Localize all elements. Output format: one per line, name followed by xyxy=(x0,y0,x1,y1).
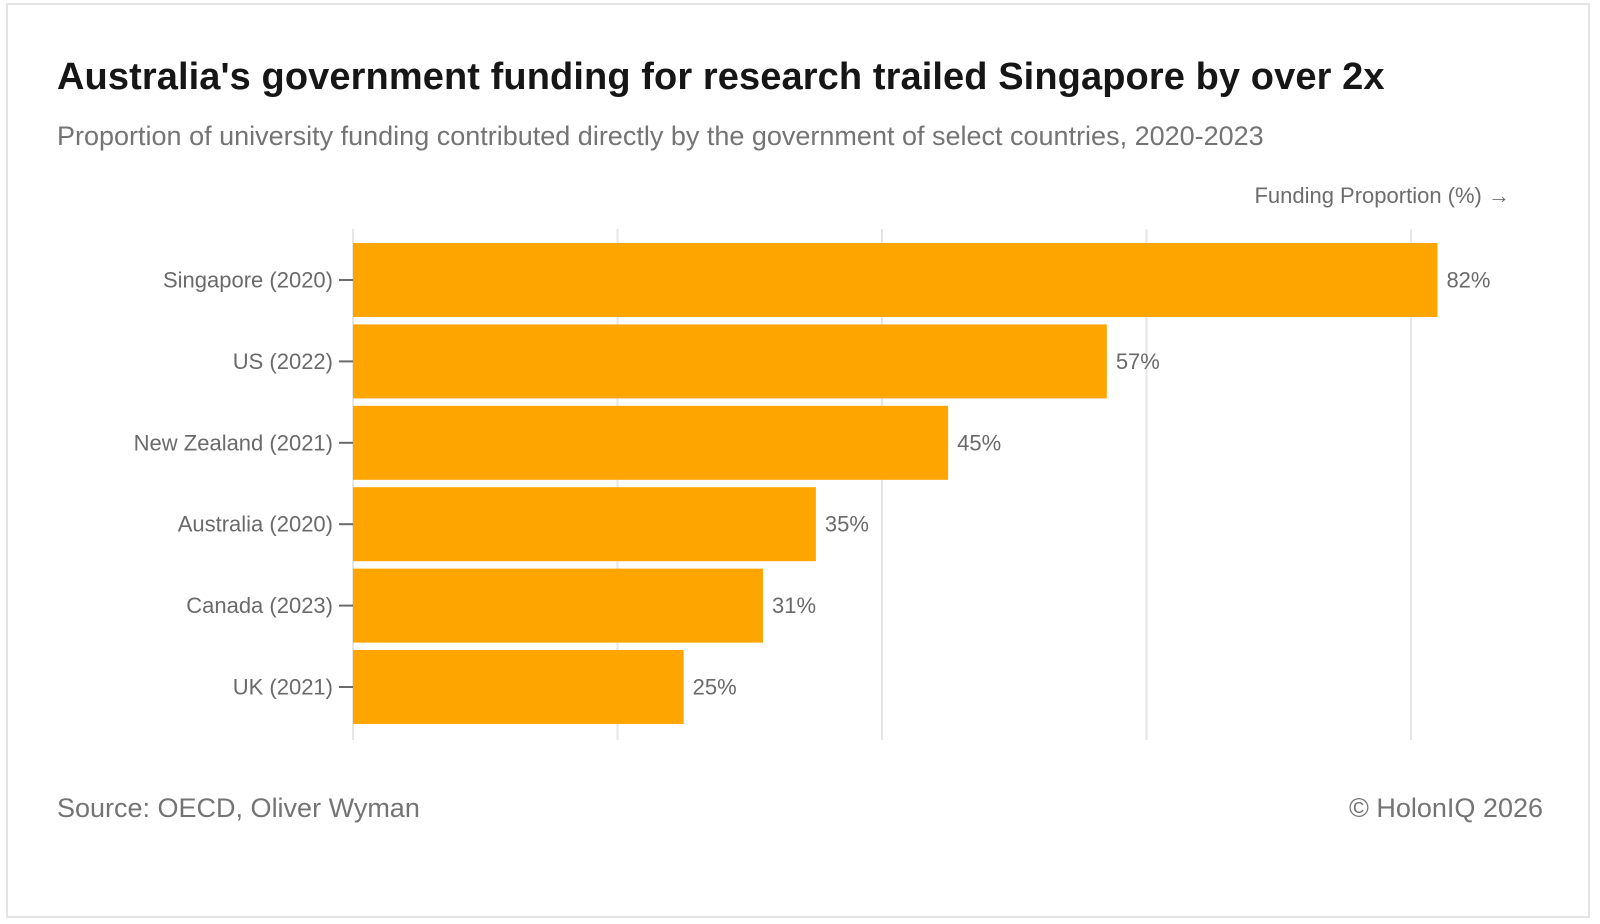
bar-australia-2020[interactable] xyxy=(353,487,816,562)
category-label: Canada (2023) xyxy=(186,593,333,618)
value-label: 57% xyxy=(1116,349,1160,374)
bar-uk-2021[interactable] xyxy=(353,650,684,724)
value-label: 25% xyxy=(693,675,737,700)
bar-singapore-2020[interactable] xyxy=(353,243,1438,317)
category-label: US (2022) xyxy=(233,349,333,374)
value-label: 82% xyxy=(1446,268,1490,293)
value-label: 45% xyxy=(957,430,1001,455)
category-label: UK (2021) xyxy=(233,675,333,700)
bars xyxy=(353,243,1438,724)
category-label: New Zealand (2021) xyxy=(134,430,333,455)
category-label: Singapore (2020) xyxy=(163,268,333,293)
value-label: 31% xyxy=(772,593,816,618)
x-axis-title: Funding Proportion (%) → xyxy=(1254,183,1510,208)
bar-new-zealand-2021[interactable] xyxy=(353,405,949,480)
category-label: Australia (2020) xyxy=(178,512,333,537)
bar-canada-2023[interactable] xyxy=(353,568,763,643)
value-label: 35% xyxy=(825,512,869,537)
chart-subtitle: Proportion of university funding contrib… xyxy=(57,121,1264,151)
bar-us-2022[interactable] xyxy=(353,324,1107,399)
labels: Singapore (2020) 82% US (2022) 57% New Zeala… xyxy=(134,268,1491,700)
chart-title: Australia's government funding for resea… xyxy=(57,56,1385,98)
source-note: Source: OECD, Oliver Wyman xyxy=(57,793,420,823)
copyright-note: © HolonIQ 2026 xyxy=(1348,793,1543,823)
